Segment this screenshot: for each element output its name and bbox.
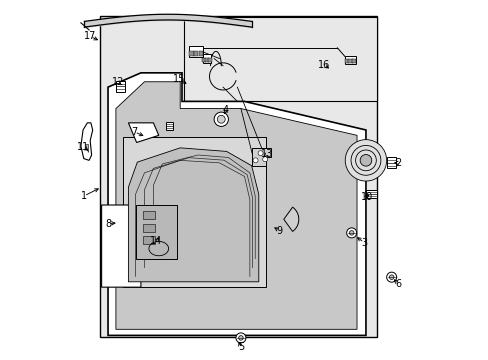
Circle shape (258, 151, 263, 156)
Bar (348, 59, 352, 63)
Circle shape (360, 154, 371, 166)
Bar (207, 58, 212, 62)
Bar (100, 16, 376, 337)
Text: 7: 7 (131, 127, 137, 137)
Bar (183, 18, 376, 102)
Text: 8: 8 (105, 219, 111, 229)
Bar (345, 56, 355, 64)
Text: 9: 9 (276, 226, 282, 236)
Bar (351, 59, 356, 63)
Text: 17: 17 (84, 31, 96, 41)
Polygon shape (81, 123, 93, 160)
Bar (365, 190, 376, 198)
Circle shape (345, 140, 386, 181)
Circle shape (388, 275, 393, 279)
Text: 3: 3 (360, 238, 366, 248)
Polygon shape (283, 207, 298, 231)
Circle shape (349, 231, 353, 235)
Polygon shape (108, 73, 365, 336)
Text: 4: 4 (223, 105, 228, 115)
Bar (142, 224, 155, 232)
Circle shape (238, 336, 243, 340)
Polygon shape (251, 148, 271, 166)
Text: 15: 15 (173, 74, 185, 84)
Circle shape (253, 158, 258, 163)
Circle shape (346, 228, 356, 238)
Bar (386, 157, 395, 168)
Text: 11: 11 (77, 142, 89, 152)
Polygon shape (102, 205, 141, 287)
Bar (165, 122, 173, 130)
Bar (344, 59, 348, 63)
Text: 1: 1 (81, 191, 87, 201)
Bar (115, 81, 124, 92)
Bar (204, 58, 209, 62)
Text: 13: 13 (260, 149, 272, 159)
Bar (142, 211, 155, 219)
Text: 6: 6 (394, 279, 400, 289)
Bar (194, 50, 198, 56)
Circle shape (214, 112, 228, 126)
Text: 14: 14 (149, 237, 162, 247)
Text: 16: 16 (317, 60, 329, 70)
Bar (202, 54, 211, 63)
Bar (189, 50, 193, 56)
Text: 10: 10 (360, 192, 372, 202)
Bar (202, 58, 206, 62)
Text: 2: 2 (395, 158, 401, 168)
Polygon shape (116, 82, 356, 329)
Circle shape (262, 157, 267, 162)
Circle shape (217, 115, 225, 123)
Bar (199, 50, 203, 56)
Bar (142, 237, 155, 244)
Polygon shape (128, 148, 258, 282)
Polygon shape (128, 123, 159, 143)
Bar (123, 137, 265, 287)
Bar (189, 46, 203, 57)
Polygon shape (135, 205, 176, 258)
Polygon shape (84, 144, 88, 152)
Text: 5: 5 (237, 342, 244, 352)
Text: 12: 12 (111, 77, 123, 87)
Circle shape (386, 272, 396, 282)
Circle shape (235, 333, 245, 343)
